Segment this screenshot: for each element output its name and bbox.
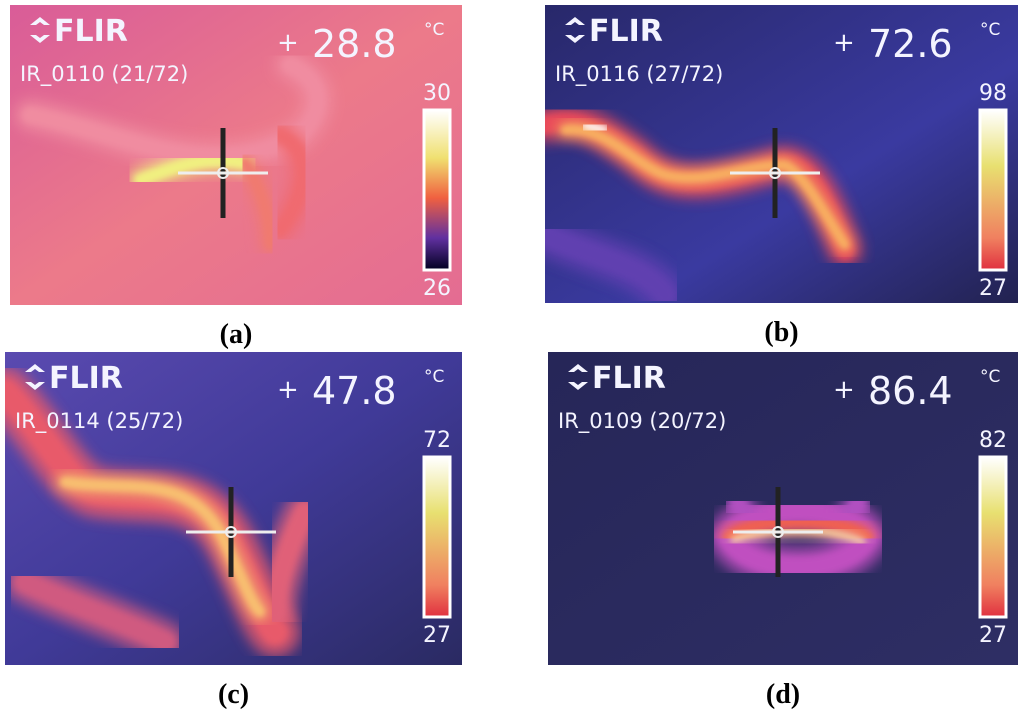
caption: (d) [766, 679, 800, 710]
flir-logo-icon [568, 364, 588, 390]
heat-core [134, 154, 251, 186]
caption: (a) [220, 319, 253, 350]
heat-core [582, 122, 608, 133]
temperature: 47.8 [312, 369, 397, 413]
flir-logo-icon [565, 17, 585, 43]
unit: °C [980, 20, 1000, 40]
thermal-image: FLIR +28.8 °C IR_0110 (21/72) 30 26 [10, 5, 462, 305]
flir-logo-icon [25, 364, 45, 390]
color-scale [422, 455, 452, 619]
temperature: 72.6 [868, 22, 953, 66]
crosshair-center [769, 167, 781, 179]
unit: °C [980, 367, 1000, 387]
scale-min: 27 [979, 276, 1007, 301]
brand: FLIR [54, 14, 128, 49]
brand: FLIR [589, 14, 663, 49]
heat-core [730, 494, 866, 520]
flir-logo-icon [30, 17, 50, 43]
crosshair-center [772, 526, 784, 538]
crosshair-center [217, 167, 229, 179]
heat-core [15, 572, 175, 652]
thermal-image: FLIR +47.8 °C IR_0114 (25/72) 72 27 [5, 352, 462, 665]
temperature: 28.8 [312, 22, 397, 66]
file-name: IR_0109 (20/72) [558, 409, 726, 434]
thermal-panel: FLIR +86.4 °C IR_0109 (20/72) 82 27 [548, 352, 1018, 665]
temperature: 86.4 [868, 369, 953, 413]
caption: (c) [218, 679, 249, 710]
caption: (b) [764, 317, 798, 348]
heat-core [561, 125, 849, 249]
crosshair-icon: + [833, 28, 855, 58]
color-scale [422, 108, 452, 272]
unit: °C [424, 20, 444, 40]
color-scale [978, 108, 1008, 272]
thermal-image: FLIR +86.4 °C IR_0109 (20/72) 82 27 [548, 352, 1018, 665]
scale-min: 27 [979, 623, 1007, 648]
heat-core [545, 225, 675, 303]
unit: °C [424, 367, 444, 387]
thermal-image: FLIR +72.6 °C IR_0116 (27/72) 98 27 [545, 5, 1018, 303]
crosshair-icon: + [833, 375, 855, 405]
file-name: IR_0116 (27/72) [555, 62, 723, 87]
thermal-panel: FLIR +47.8 °C IR_0114 (25/72) 72 27 [5, 352, 462, 665]
scale-max: 98 [979, 81, 1007, 106]
file-name: IR_0114 (25/72) [15, 409, 183, 434]
thermal-panel: FLIR +72.6 °C IR_0116 (27/72) 98 27 [545, 5, 1018, 303]
scale-min: 26 [423, 276, 451, 301]
brand: FLIR [592, 361, 666, 396]
heat-core [22, 57, 325, 164]
crosshair-icon: + [277, 28, 299, 58]
thermal-panel: FLIR +28.8 °C IR_0110 (21/72) 30 26 [10, 5, 462, 305]
scale-max: 30 [423, 81, 451, 106]
heat-core [273, 128, 310, 237]
scale-max: 72 [423, 428, 451, 453]
crosshair-center [225, 526, 237, 538]
file-name: IR_0110 (21/72) [20, 62, 188, 87]
color-scale [978, 455, 1008, 619]
crosshair-icon: + [277, 375, 299, 405]
heat-core [60, 477, 265, 617]
scale-max: 82 [979, 428, 1007, 453]
scale-min: 27 [423, 623, 451, 648]
brand: FLIR [49, 361, 123, 396]
heat-core [265, 502, 315, 622]
